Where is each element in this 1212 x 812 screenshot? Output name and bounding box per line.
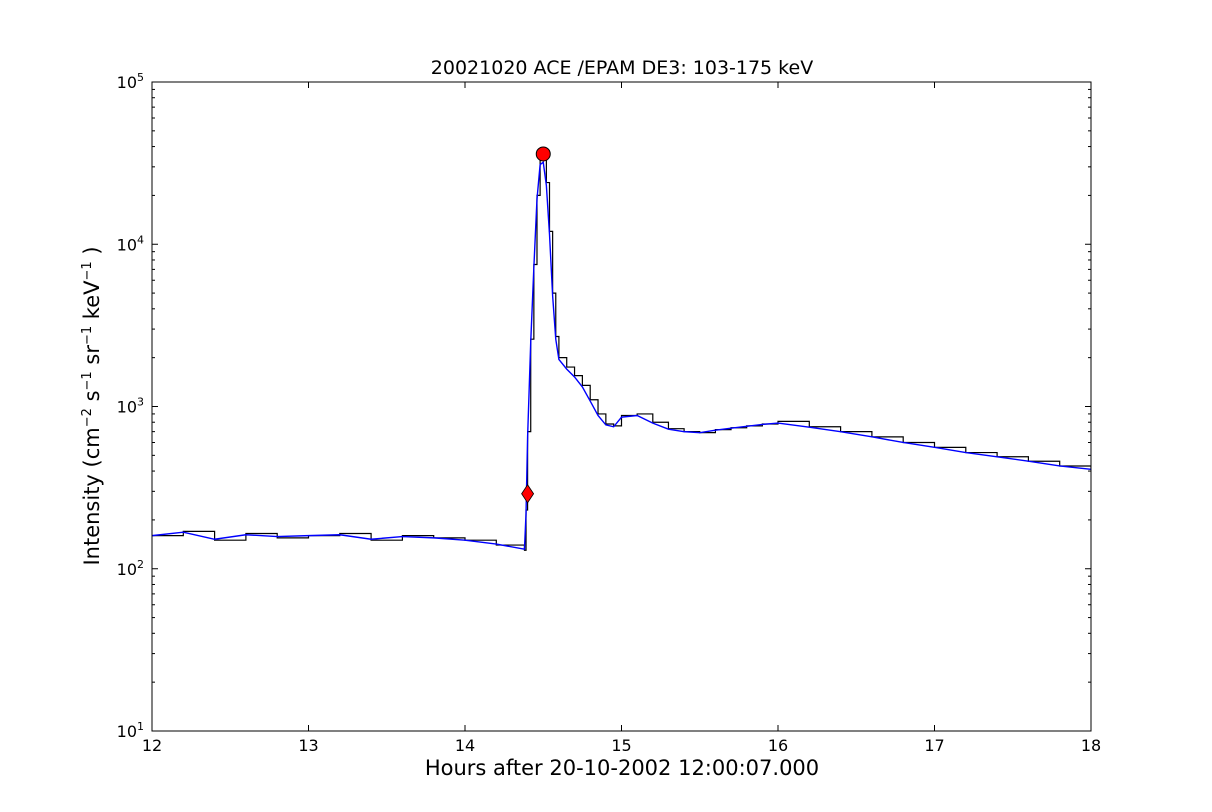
y-tick-label: 101 — [117, 720, 144, 741]
y-tick-exp: 4 — [137, 233, 144, 246]
x-tick-label: 16 — [768, 736, 788, 755]
y-tick-label: 104 — [117, 233, 144, 254]
plot-area — [152, 146, 1091, 551]
y-tick-exp: 3 — [137, 396, 144, 409]
y-tick-base: 10 — [117, 560, 137, 579]
y-tick-label: 103 — [117, 396, 144, 417]
x-tick-label: 13 — [298, 736, 318, 755]
series-layer — [152, 157, 1091, 551]
y-label-s: s — [80, 390, 104, 408]
y-label-sup3: −1 — [80, 326, 95, 345]
y-tick-base: 10 — [117, 73, 137, 92]
series-line-0 — [152, 157, 1091, 551]
y-axis-label: Intensity (cm−2 s−1 sr−1 keV−1 ) — [80, 246, 104, 565]
y-label-sup2: −1 — [80, 371, 95, 390]
onset-marker — [521, 484, 535, 504]
y-label-sup1: −2 — [80, 408, 95, 427]
y-tick-label: 102 — [117, 558, 144, 579]
y-tick-exp: 5 — [137, 71, 144, 84]
y-tick-label: 105 — [117, 71, 144, 92]
y-label-post: ) — [80, 246, 104, 261]
x-axis-label: Hours after 20-10-2002 12:00:07.000 — [425, 756, 819, 780]
x-tick-label: 18 — [1081, 736, 1101, 755]
y-label-pre: Intensity (cm — [80, 427, 104, 565]
series-line-1 — [152, 161, 1091, 551]
y-label-kev: keV — [80, 280, 104, 326]
chart-title: 20021020 ACE /EPAM DE3: 103-175 keV — [431, 57, 813, 79]
y-tick-exp: 1 — [137, 720, 144, 733]
y-tick-exp: 2 — [137, 558, 144, 571]
y-tick-base: 10 — [117, 722, 137, 741]
y-label-sr: sr — [80, 345, 104, 372]
marker-layer — [521, 146, 551, 504]
x-tick-label: 17 — [924, 736, 944, 755]
x-tick-label: 12 — [142, 736, 162, 755]
y-tick-base: 10 — [117, 398, 137, 417]
x-tick-label: 15 — [611, 736, 631, 755]
peak-marker — [535, 146, 551, 162]
x-tick-label: 14 — [455, 736, 475, 755]
x-axis: 12 13 14 15 16 17 18 — [142, 82, 1101, 755]
y-label-sup4: −1 — [80, 261, 95, 280]
y-tick-base: 10 — [117, 235, 137, 254]
